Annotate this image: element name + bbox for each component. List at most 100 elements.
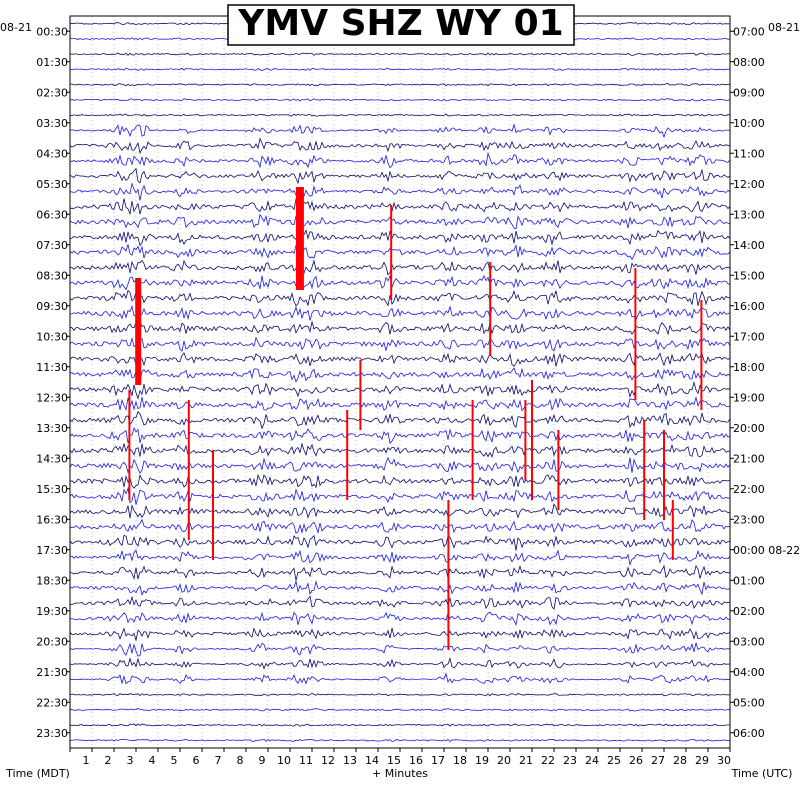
x-tick-label: 28 (673, 754, 687, 767)
seismic-trace-line (69, 52, 731, 56)
x-tick-label: 19 (475, 754, 489, 767)
clipped-event-mark (471, 400, 474, 500)
right-tick-label: 02:00 (733, 605, 765, 618)
seismic-trace-line (69, 198, 731, 216)
x-tick-label: 3 (127, 754, 134, 767)
seismic-events (128, 187, 703, 650)
left-tick-label: 21:30 (36, 666, 68, 679)
seismic-trace-line (70, 367, 731, 383)
x-axis-label: + Minutes (372, 767, 428, 780)
left-axis-label: Time (MDT) (5, 767, 70, 780)
seismic-trace-line (69, 137, 731, 155)
left-tick-label: 15:30 (36, 483, 68, 496)
clipped-event-mark (212, 450, 214, 560)
left-tick-label: 16:30 (36, 513, 68, 526)
left-time-ticks: 00:30 01:30 02:30 03:30 04:30 05:30 06:30 07:30… (36, 25, 70, 740)
left-tick-label: 00:30 (36, 25, 68, 38)
clipped-event-mark (531, 380, 533, 500)
seismic-trace-line (69, 336, 731, 352)
x-tick-label: 11 (299, 754, 313, 767)
seismic-trace-line (69, 380, 731, 400)
x-tick-label: 16 (409, 754, 423, 767)
right-tick-label: 08:00 (733, 56, 765, 69)
seismic-trace-line (69, 611, 731, 627)
seismic-trace-line (69, 708, 731, 712)
clipped-event-mark (634, 268, 637, 400)
right-axis-label: Time (UTC) (731, 767, 793, 780)
left-tick-label: 20:30 (36, 635, 68, 648)
seismic-trace-line (69, 580, 731, 596)
left-tick-label: 18:30 (36, 574, 68, 587)
right-tick-label: 17:00 (733, 330, 765, 343)
right-date-label: 08-21 (768, 21, 800, 34)
seismic-trace-line (69, 243, 731, 261)
seismic-trace-line (69, 113, 731, 117)
clipped-event-mark (346, 410, 349, 500)
x-tick-label: 4 (149, 754, 156, 767)
x-tick-label: 12 (321, 754, 335, 767)
clipped-event-mark (187, 400, 190, 540)
clipped-event-mark (390, 205, 393, 300)
x-tick-label: 17 (431, 754, 445, 767)
seismic-trace-line (69, 627, 731, 641)
right-tick-label: 00:00 08-22 (733, 544, 800, 557)
right-tick-label: 05:00 (733, 696, 765, 709)
right-tick-label: 03:00 (733, 635, 765, 648)
seismic-trace-line (69, 411, 731, 430)
seismic-trace-line (69, 395, 731, 412)
chart-title: YMV SHZ WY 01 (237, 3, 563, 44)
x-tick-label: 8 (237, 754, 244, 767)
x-tick-label: 25 (607, 754, 621, 767)
seismic-trace-line (69, 213, 731, 230)
clipped-event-mark (663, 430, 665, 520)
seismic-trace-line (69, 534, 731, 551)
seismic-trace-line (69, 67, 731, 72)
seismic-trace-line (69, 289, 731, 307)
seismic-trace-line (69, 518, 731, 535)
x-tick-label: 6 (193, 754, 200, 767)
right-tick-label: 13:00 (733, 208, 765, 221)
seismic-trace-line (69, 98, 731, 102)
clipped-event-mark (524, 400, 527, 480)
right-time-ticks: 07:00 08:00 09:00 10:00 11:00 12:00 13:00 14:00… (730, 25, 800, 740)
right-tick-label: 15:00 (733, 269, 765, 282)
clipped-event-mark (700, 300, 703, 410)
seismic-trace-line (69, 595, 730, 611)
right-tick-label: 16:00 (733, 300, 765, 313)
seismic-trace-line (69, 486, 731, 505)
left-tick-label: 04:30 (36, 147, 68, 160)
left-tick-label: 01:30 (36, 56, 68, 69)
seismic-trace-line (69, 229, 731, 247)
right-tick-label: 14:00 (733, 239, 765, 252)
left-tick-label: 09:30 (36, 300, 68, 313)
title-box (227, 4, 575, 46)
left-tick-label: 12:30 (36, 391, 68, 404)
x-tick-label: 20 (497, 754, 511, 767)
seismic-trace-line (69, 657, 731, 670)
seismic-trace-line (69, 167, 731, 185)
right-tick-label: 06:00 (733, 727, 765, 740)
right-tick-label: 21:00 (733, 452, 765, 465)
seismic-trace-line (69, 503, 731, 519)
seismic-traces (69, 22, 731, 743)
right-tick-label: 10:00 (733, 117, 765, 130)
right-tick-label: 19:00 (733, 391, 765, 404)
left-tick-label: 19:30 (36, 605, 68, 618)
seismic-trace-line (69, 672, 731, 685)
seismic-trace-line (69, 738, 731, 743)
x-tick-label: 22 (541, 754, 555, 767)
left-tick-label: 03:30 (36, 117, 68, 130)
x-tick-label: 7 (215, 754, 222, 767)
x-tick-label: 27 (651, 754, 665, 767)
seismic-trace-line (69, 723, 731, 727)
clipped-event-mark (447, 500, 450, 650)
right-tick-label: 12:00 (733, 178, 765, 191)
left-tick-label: 17:30 (36, 544, 68, 557)
right-tick-label: 23:00 (733, 513, 765, 526)
left-date-label: 08-21 (0, 21, 32, 34)
left-tick-label: 10:30 (36, 330, 68, 343)
right-tick-label: 04:00 (733, 666, 765, 679)
clipped-event-mark (643, 420, 646, 520)
x-tick-label: 2 (105, 754, 112, 767)
